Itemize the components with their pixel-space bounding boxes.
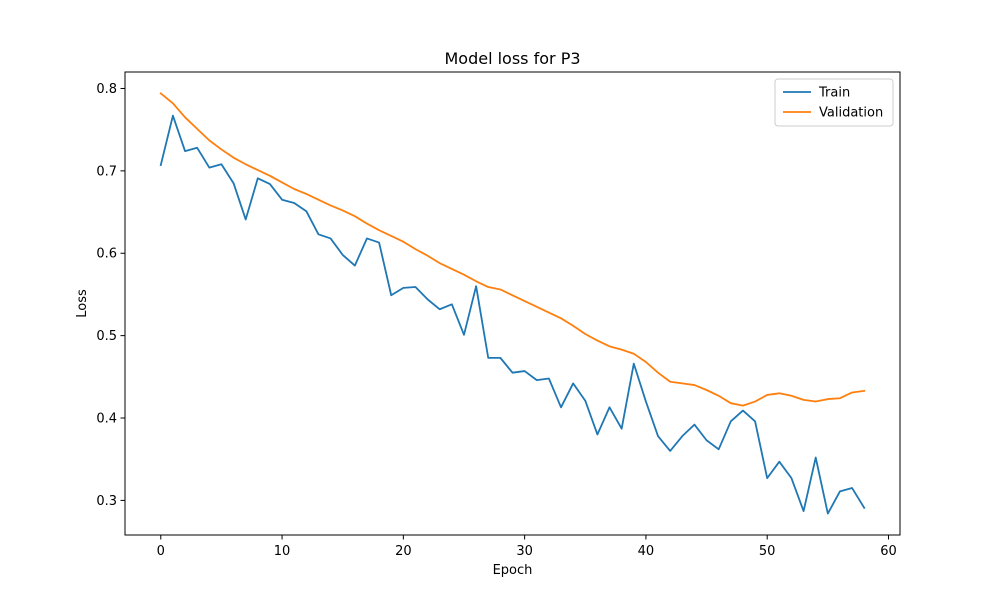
y-axis-label: Loss — [75, 289, 90, 318]
x-tick-label: 20 — [395, 544, 412, 559]
legend-label-validation: Validation — [819, 106, 883, 121]
x-tick-label: 50 — [759, 544, 776, 559]
y-tick-label: 0.3 — [96, 494, 117, 509]
x-tick-label: 30 — [516, 544, 533, 559]
legend-box — [774, 78, 894, 127]
chart-title: Model loss for P3 — [444, 49, 580, 68]
y-tick-label: 0.8 — [96, 82, 117, 97]
y-tick-label: 0.6 — [96, 247, 117, 262]
axes-frame — [124, 71, 901, 536]
x-tick-label: 10 — [274, 544, 291, 559]
series-line-train — [159, 114, 866, 515]
x-tick-label: 0 — [157, 544, 165, 559]
y-tick-label: 0.4 — [96, 412, 117, 427]
x-tick-label: 40 — [638, 544, 655, 559]
legend-label-train: Train — [818, 86, 850, 101]
y-tick-label: 0.5 — [96, 329, 117, 344]
x-axis-label: Epoch — [493, 563, 533, 578]
y-tick-label: 0.7 — [96, 164, 117, 179]
x-tick-label: 60 — [880, 544, 897, 559]
legend: Train Validation — [774, 78, 894, 127]
series-line-validation — [159, 92, 866, 407]
plot-area: 0 10 20 30 40 50 60 0.3 0.4 0.5 0.6 0.7 0.8 Train Vali… — [96, 71, 901, 559]
